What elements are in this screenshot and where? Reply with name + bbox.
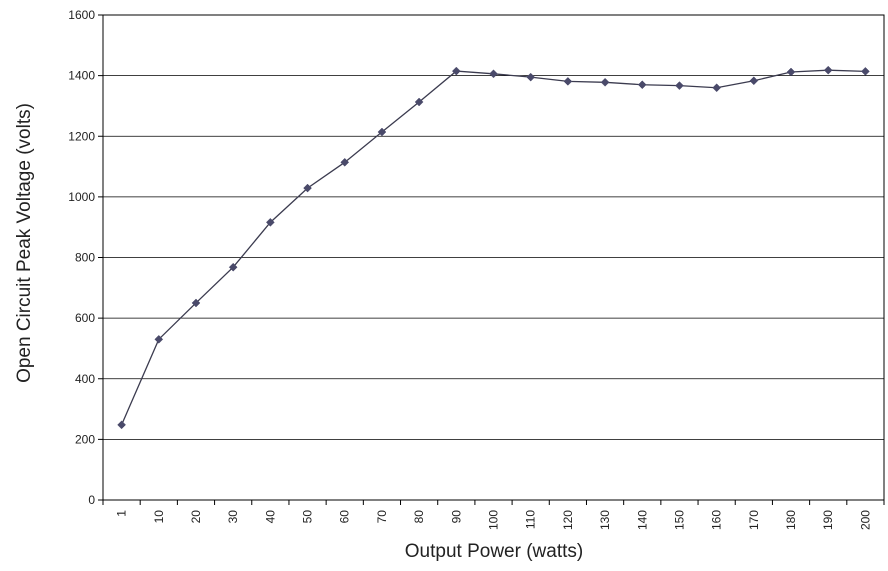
- x-tick-label: 130: [598, 510, 612, 530]
- y-tick-label: 800: [75, 251, 95, 265]
- axes: [98, 14, 885, 505]
- series-line: [120, 69, 866, 426]
- x-tick-label: 120: [561, 510, 575, 530]
- x-tick-label: 190: [821, 510, 835, 530]
- y-tick-label: 1600: [68, 8, 95, 22]
- data-point-marker: [303, 183, 312, 193]
- gridlines: [103, 75, 884, 440]
- data-point-marker: [675, 81, 684, 90]
- data-point-marker: [228, 262, 238, 272]
- data-point-marker: [117, 420, 126, 430]
- x-tick-label: 70: [375, 510, 389, 524]
- y-tick-label: 1000: [68, 190, 95, 204]
- x-tick-label: 200: [858, 510, 872, 530]
- x-tick-label: 20: [189, 510, 203, 524]
- plot-frame: [102, 14, 885, 501]
- y-tick-label: 200: [75, 432, 95, 446]
- x-tick-label: 60: [338, 510, 352, 524]
- x-tick-label: 160: [710, 510, 724, 530]
- x-tick-label: 40: [263, 510, 277, 524]
- data-point-marker: [786, 67, 796, 77]
- x-tick-label: 140: [635, 510, 649, 530]
- x-tick-label: 100: [487, 510, 501, 530]
- x-tick-label: 170: [747, 510, 761, 530]
- data-point-marker: [191, 298, 201, 308]
- x-tick-label: 50: [301, 510, 315, 524]
- y-tick-label: 0: [88, 493, 95, 507]
- y-tick-label: 600: [75, 311, 95, 325]
- data-point-marker: [489, 69, 498, 79]
- data-series: [117, 65, 870, 430]
- x-tick-label: 10: [152, 510, 166, 524]
- data-point-marker: [749, 76, 759, 86]
- x-tick-label: 180: [784, 510, 798, 530]
- y-tick-label: 1200: [68, 129, 95, 143]
- x-axis-title: Output Power (watts): [405, 541, 583, 562]
- data-point-marker: [861, 67, 870, 76]
- y-tick-label: 400: [75, 372, 95, 386]
- data-point-marker: [340, 157, 350, 167]
- x-tick-label: 1: [115, 510, 129, 517]
- data-point-marker: [600, 77, 610, 87]
- data-point-marker: [637, 80, 647, 90]
- data-point-marker: [414, 97, 424, 107]
- y-axis-title: Open Circuit Peak Voltage (volts): [14, 103, 35, 383]
- x-tick-label: 90: [449, 510, 463, 524]
- x-tick-label: 150: [672, 510, 686, 530]
- data-point-marker: [526, 72, 536, 82]
- y-tick-label: 1400: [68, 69, 95, 83]
- x-tick-label: 30: [226, 510, 240, 524]
- data-point-marker: [266, 217, 275, 227]
- data-point-marker: [377, 127, 387, 137]
- x-tick-label: 80: [412, 510, 426, 524]
- data-point-marker: [563, 77, 573, 86]
- data-point-marker: [823, 65, 833, 75]
- data-point-marker: [712, 83, 721, 93]
- data-point-marker: [451, 66, 461, 76]
- data-point-marker: [154, 334, 164, 344]
- x-tick-label: 110: [524, 510, 538, 529]
